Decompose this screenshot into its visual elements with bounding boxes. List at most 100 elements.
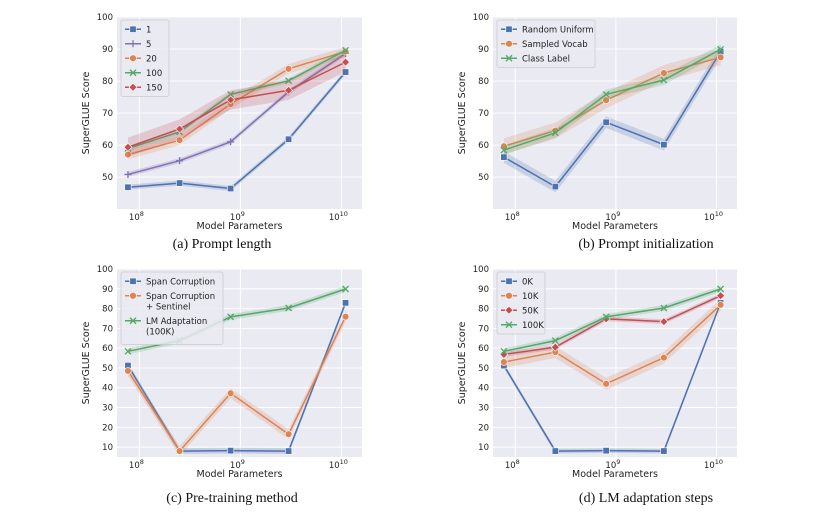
legend-entry: 100 xyxy=(125,69,162,79)
data-point xyxy=(176,179,184,187)
legend-label: Class Label xyxy=(522,54,570,64)
data-point xyxy=(227,185,235,193)
chart-svg-pre-training-method: 10 20 30 40 50 60 70 80 90 100 108 109 1010 Model Par… xyxy=(81,265,362,480)
data-point xyxy=(342,68,350,76)
data-point xyxy=(551,447,559,455)
legend-label: Random Uniform xyxy=(522,25,594,35)
legend-label: + Sentinel xyxy=(146,302,191,312)
data-point xyxy=(602,118,610,126)
data-point xyxy=(500,146,508,154)
y-tick-label: 60 xyxy=(102,141,113,151)
legend-label: LM Adaptation xyxy=(146,317,207,327)
data-point xyxy=(227,313,235,321)
data-point xyxy=(124,170,132,178)
y-tick-label: 50 xyxy=(478,173,489,183)
legend-label: 1 xyxy=(146,25,151,35)
x-tick-label: 109 xyxy=(605,458,620,471)
legend-label: Span Corruption xyxy=(146,292,215,302)
y-tick-label: 50 xyxy=(102,364,113,374)
x-tick-label: 1010 xyxy=(329,210,348,223)
y-tick-label: 100 xyxy=(473,13,489,23)
data-point xyxy=(602,313,610,321)
data-point xyxy=(342,46,350,54)
legend-label: 150 xyxy=(146,83,162,93)
x-tick-label: 1010 xyxy=(329,458,348,471)
data-point xyxy=(550,342,560,352)
legend-label: Sampled Vocab xyxy=(522,40,588,50)
series xyxy=(499,291,726,359)
confidence-band xyxy=(503,293,721,357)
data-point xyxy=(602,96,610,104)
data-point xyxy=(505,321,513,329)
data-point xyxy=(660,304,668,312)
chart-prompt-length: 50 60 70 80 90 100 108 109 1010 Model Parameters S… xyxy=(0,0,414,258)
y-tick-label: 70 xyxy=(478,324,489,334)
data-point xyxy=(124,183,132,191)
data-point xyxy=(227,90,235,98)
y-tick-label: 60 xyxy=(478,141,489,151)
legend-entry: 10K xyxy=(501,292,539,302)
chart-svg-prompt-initialization: 50 60 70 80 90 100 108 109 1010 Model Parameters S… xyxy=(457,13,737,232)
data-point xyxy=(551,183,559,191)
data-point xyxy=(342,299,350,307)
legend-entry: 5 xyxy=(125,40,151,50)
y-tick-label: 30 xyxy=(102,404,113,414)
data-point xyxy=(226,95,236,105)
legend-box xyxy=(120,271,224,345)
chart-caption: (c) Pre-training method xyxy=(166,491,298,506)
y-tick-label: 30 xyxy=(478,404,489,414)
x-tick-label: 1010 xyxy=(704,458,723,471)
y-tick-label: 100 xyxy=(473,265,489,275)
data-point xyxy=(660,447,668,455)
data-point xyxy=(500,358,508,366)
data-point xyxy=(129,40,137,48)
data-point xyxy=(176,157,184,165)
series xyxy=(124,68,350,193)
x-tick-label: 108 xyxy=(129,210,144,223)
data-point xyxy=(285,447,293,455)
y-tick-label: 80 xyxy=(478,77,489,87)
data-point xyxy=(128,82,138,92)
legend-entry: Span Corruption+ Sentinel xyxy=(125,292,215,312)
data-point xyxy=(500,347,508,355)
data-point xyxy=(551,129,559,137)
x-tick-label: 108 xyxy=(129,458,144,471)
data-point xyxy=(660,69,668,77)
y-tick-label: 20 xyxy=(102,423,113,433)
data-point xyxy=(716,301,725,309)
legend-label: 100 xyxy=(146,69,162,79)
y-tick-label: 10 xyxy=(102,443,113,453)
legend-entry: 150 xyxy=(125,82,162,93)
x-axis-label: Model Parameters xyxy=(572,221,658,232)
y-tick-label: 50 xyxy=(102,173,113,183)
data-point xyxy=(660,76,668,84)
data-point xyxy=(284,85,294,95)
confidence-band xyxy=(503,45,721,193)
legend-box xyxy=(120,19,170,97)
data-point xyxy=(341,57,350,67)
y-tick-label: 50 xyxy=(478,364,489,374)
data-point xyxy=(129,317,137,325)
data-point xyxy=(226,389,235,397)
legend-box xyxy=(496,19,596,68)
legend-entry: Span Corruption xyxy=(125,277,215,287)
series xyxy=(123,52,350,157)
legend-box xyxy=(496,271,546,335)
data-point xyxy=(505,25,513,33)
legend-entry: 1 xyxy=(125,25,151,35)
confidence-band xyxy=(503,286,721,355)
legend-entry: Class Label xyxy=(501,54,570,64)
y-tick-label: 80 xyxy=(102,305,113,315)
x-axis-label: Model Parameters xyxy=(572,469,658,480)
series xyxy=(500,45,725,193)
y-tick-label: 60 xyxy=(478,344,489,354)
data-point xyxy=(129,292,137,300)
y-tick-label: 70 xyxy=(478,109,489,119)
chart-lm-adaptation-steps: 10 20 30 40 50 60 70 80 90 100 108 109 1010 Model Par… xyxy=(414,258,828,516)
series xyxy=(124,311,350,457)
data-point xyxy=(659,317,669,327)
data-point xyxy=(129,277,137,285)
data-point xyxy=(505,277,513,285)
y-axis-label: SuperGLUE Score xyxy=(81,72,92,155)
legend-entry: 0K xyxy=(501,277,533,287)
